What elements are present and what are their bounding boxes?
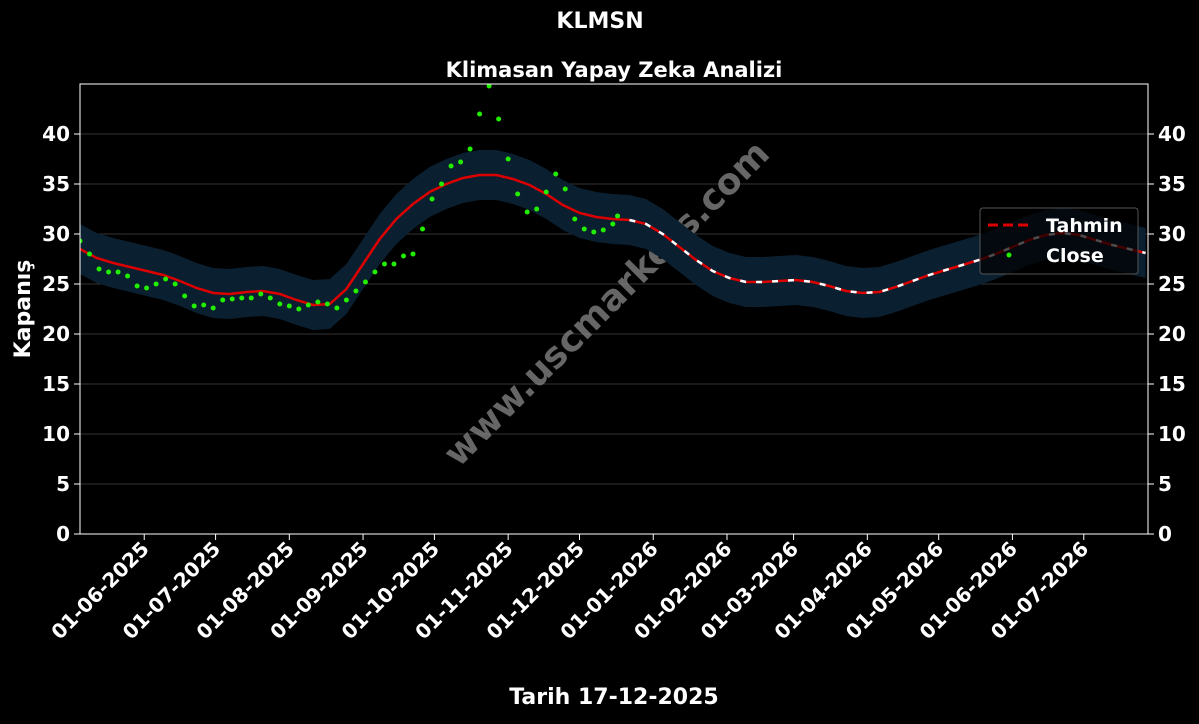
close-point [496,116,502,122]
close-point [343,297,349,303]
close-point [315,299,321,305]
close-point [420,226,426,232]
close-point [220,297,226,303]
y-tick-label: 40 [42,122,70,146]
close-point [229,296,235,302]
close-point [296,306,302,312]
y2-tick-label: 20 [1158,322,1186,346]
x-axis-label: Tarih 17-12-2025 [509,685,718,710]
close-point [106,269,112,275]
close-point [153,281,159,287]
close-point [258,291,264,297]
close-point [600,227,606,233]
close-point [467,146,473,152]
close-point [96,266,102,272]
close-point [248,295,254,301]
close-point [381,261,387,267]
y2-tick-label: 30 [1158,222,1186,246]
y-tick-label: 10 [42,422,70,446]
y2-tick-label: 10 [1158,422,1186,446]
y2-tick-label: 35 [1158,172,1186,196]
close-point [448,163,454,169]
close-point [543,189,549,195]
close-point [277,301,283,307]
close-point [239,295,245,301]
y-tick-label: 25 [42,272,70,296]
forecast-dash [629,218,1146,295]
close-point [505,156,511,162]
close-point [80,238,83,244]
close-point [115,269,121,275]
close-point [439,181,445,187]
close-point [562,186,568,192]
close-point [267,295,273,301]
close-point [172,281,178,287]
y2-tick-label: 40 [1158,122,1186,146]
chart-subtitle: Klimasan Yapay Zeka Analizi [446,58,783,82]
close-point [591,229,597,235]
close-point [391,261,397,267]
y-tick-label: 0 [56,522,70,546]
close-point [210,305,216,311]
close-point [125,273,131,279]
close-point [362,279,368,285]
close-point [515,191,521,197]
close-point [191,303,197,309]
y-tick-label: 30 [42,222,70,246]
close-point [486,84,492,89]
close-point [615,213,621,219]
chart-title: KLMSN [556,9,643,34]
close-point [163,276,169,282]
close-point [286,303,292,309]
close-point [400,253,406,259]
y-tick-label: 5 [56,472,70,496]
legend-label: Tahmin [1046,215,1123,237]
close-point [334,305,340,311]
y-tick-label: 15 [42,372,70,396]
close-point [477,111,483,117]
close-point [610,221,616,227]
close-point [144,285,150,291]
forecast-line [80,173,1146,307]
close-point [581,226,587,232]
legend-label: Close [1046,245,1104,267]
y2-tick-label: 0 [1158,522,1172,546]
close-point [429,196,435,202]
close-point [87,251,93,257]
y2-tick-label: 25 [1158,272,1186,296]
y-tick-label: 20 [42,322,70,346]
close-point [324,301,330,307]
close-point [572,216,578,222]
close-point [353,288,359,294]
y2-tick-label: 5 [1158,472,1172,496]
close-point [134,283,140,289]
close-point [410,251,416,257]
close-point [372,269,378,275]
close-point [458,159,464,165]
close-point [524,209,530,215]
y2-tick-label: 15 [1158,372,1186,396]
y-tick-label: 35 [42,172,70,196]
plot-frame [79,83,1149,535]
close-point [201,302,207,308]
close-point [553,171,559,177]
close-point [305,302,311,308]
y-axis-label: Kapanış [11,260,36,359]
legend-swatch [1006,252,1012,258]
close-point [182,293,188,299]
confidence-band [80,150,1146,330]
close-point [534,206,540,212]
